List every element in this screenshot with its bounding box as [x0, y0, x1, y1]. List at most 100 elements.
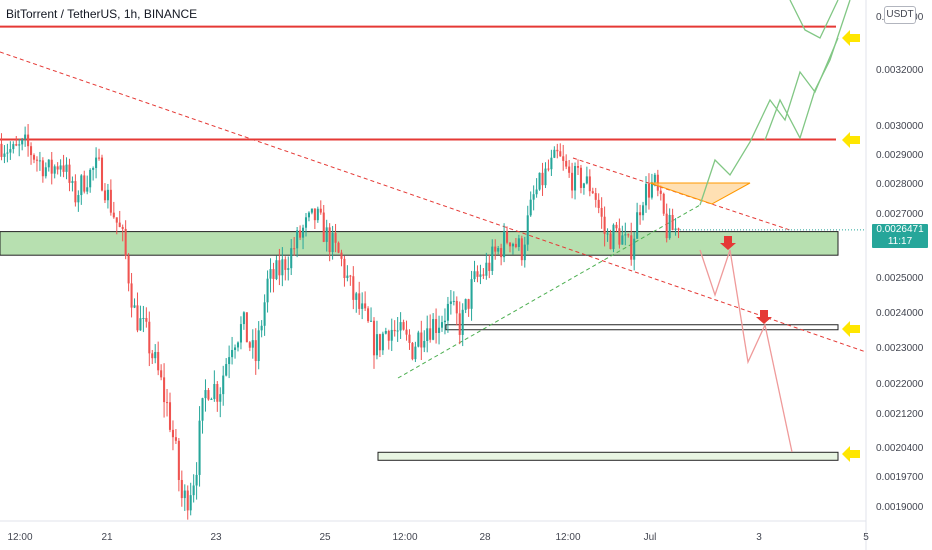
candle-body: [62, 165, 65, 172]
triangle-pattern: [649, 182, 751, 205]
candle-body: [15, 144, 18, 146]
candle-body: [47, 159, 50, 168]
price-tick-label: 0.0027000: [876, 209, 924, 220]
candle-body: [526, 215, 529, 245]
candle-body: [668, 214, 671, 239]
candle-body: [482, 274, 485, 276]
candle-body: [287, 268, 290, 270]
candle-body: [334, 232, 337, 243]
candle-body: [594, 193, 597, 200]
candle-body: [201, 398, 204, 421]
candle-body: [352, 276, 355, 300]
candle-body: [367, 308, 370, 322]
candle-body: [582, 183, 585, 188]
candles-layer: [0, 124, 866, 520]
candle-body: [446, 303, 449, 321]
level-arrow-icon: [842, 321, 860, 337]
candle-body: [331, 232, 334, 253]
candle-body: [6, 152, 9, 154]
trendline-ascending: [397, 204, 701, 379]
candle-body: [68, 164, 71, 183]
price-tick-label: 0.0032000: [876, 65, 924, 76]
candle-body: [65, 164, 68, 172]
candle-body: [438, 327, 441, 333]
candle-body: [275, 260, 278, 279]
price-tick-label: 0.0030000: [876, 121, 924, 132]
candle-body: [559, 151, 562, 157]
candle-body: [242, 312, 245, 325]
candle-body: [346, 275, 349, 278]
candle-body: [86, 187, 89, 192]
candle-body: [529, 199, 532, 216]
trendline-descending: [0, 51, 867, 353]
candle-body: [488, 262, 491, 271]
support-box-lower: [377, 451, 839, 461]
candle-body: [479, 274, 482, 277]
candle-body: [3, 153, 6, 157]
candle-body: [71, 181, 74, 183]
candle-body: [50, 159, 53, 174]
candle-body: [659, 190, 662, 194]
candle-body: [130, 283, 133, 308]
projection-down: [699, 249, 793, 453]
candle-body: [198, 420, 201, 475]
time-tick-label: 12:00: [392, 532, 417, 543]
candle-body: [630, 235, 633, 260]
candle-body: [109, 189, 112, 213]
candle-body: [429, 328, 432, 340]
candle-body: [571, 172, 574, 191]
candle-body: [272, 269, 275, 279]
candle-body: [550, 157, 553, 170]
candle-body: [213, 384, 216, 399]
candle-body: [633, 238, 636, 260]
candle-body: [461, 309, 464, 335]
candle-body: [281, 259, 284, 276]
candle-body: [615, 224, 618, 229]
candle-body: [497, 248, 500, 252]
candle-body: [231, 349, 234, 358]
candle-body: [0, 143, 3, 157]
candle-body: [245, 312, 248, 343]
candle-body: [585, 176, 588, 184]
candle-body: [443, 320, 446, 323]
candle-body: [432, 319, 435, 340]
candle-body: [642, 205, 645, 216]
candle-body: [458, 313, 461, 335]
candle-body: [556, 149, 559, 152]
currency-button[interactable]: USDT: [884, 6, 916, 24]
support-box-upper: [445, 324, 839, 331]
candle-body: [177, 440, 180, 480]
candle-body: [118, 222, 121, 227]
candle-body: [183, 490, 186, 499]
candle-body: [204, 390, 207, 399]
candle-body: [532, 194, 535, 200]
candle-body: [9, 149, 12, 153]
candle-body: [127, 255, 130, 284]
candle-body: [32, 155, 36, 160]
candle-body: [473, 271, 476, 280]
candle-body: [89, 169, 92, 188]
candle-body: [399, 322, 402, 331]
candle-body: [269, 269, 272, 279]
candle-body: [506, 231, 509, 243]
candle-body: [470, 279, 473, 309]
time-tick-label: 23: [210, 532, 222, 543]
candle-body: [251, 340, 254, 348]
candle-body: [148, 321, 151, 354]
candle-body: [257, 330, 260, 362]
candle-body: [12, 144, 15, 150]
candle-body: [618, 228, 621, 245]
candle-body: [508, 242, 512, 247]
price-tick-label: 0.0029000: [876, 150, 924, 161]
last-price-tag: 0.0026471 11:17: [872, 224, 928, 248]
candle-body: [514, 243, 517, 247]
price-tick-label: 0.0021200: [876, 409, 924, 420]
candle-body: [239, 324, 242, 343]
candle-body: [316, 208, 319, 221]
candle-body: [624, 234, 627, 236]
candle-body: [553, 149, 556, 158]
time-tick-label: 12:00: [555, 532, 580, 543]
candle-body: [41, 160, 44, 177]
candle-body: [145, 318, 148, 322]
candle-body: [337, 242, 340, 253]
